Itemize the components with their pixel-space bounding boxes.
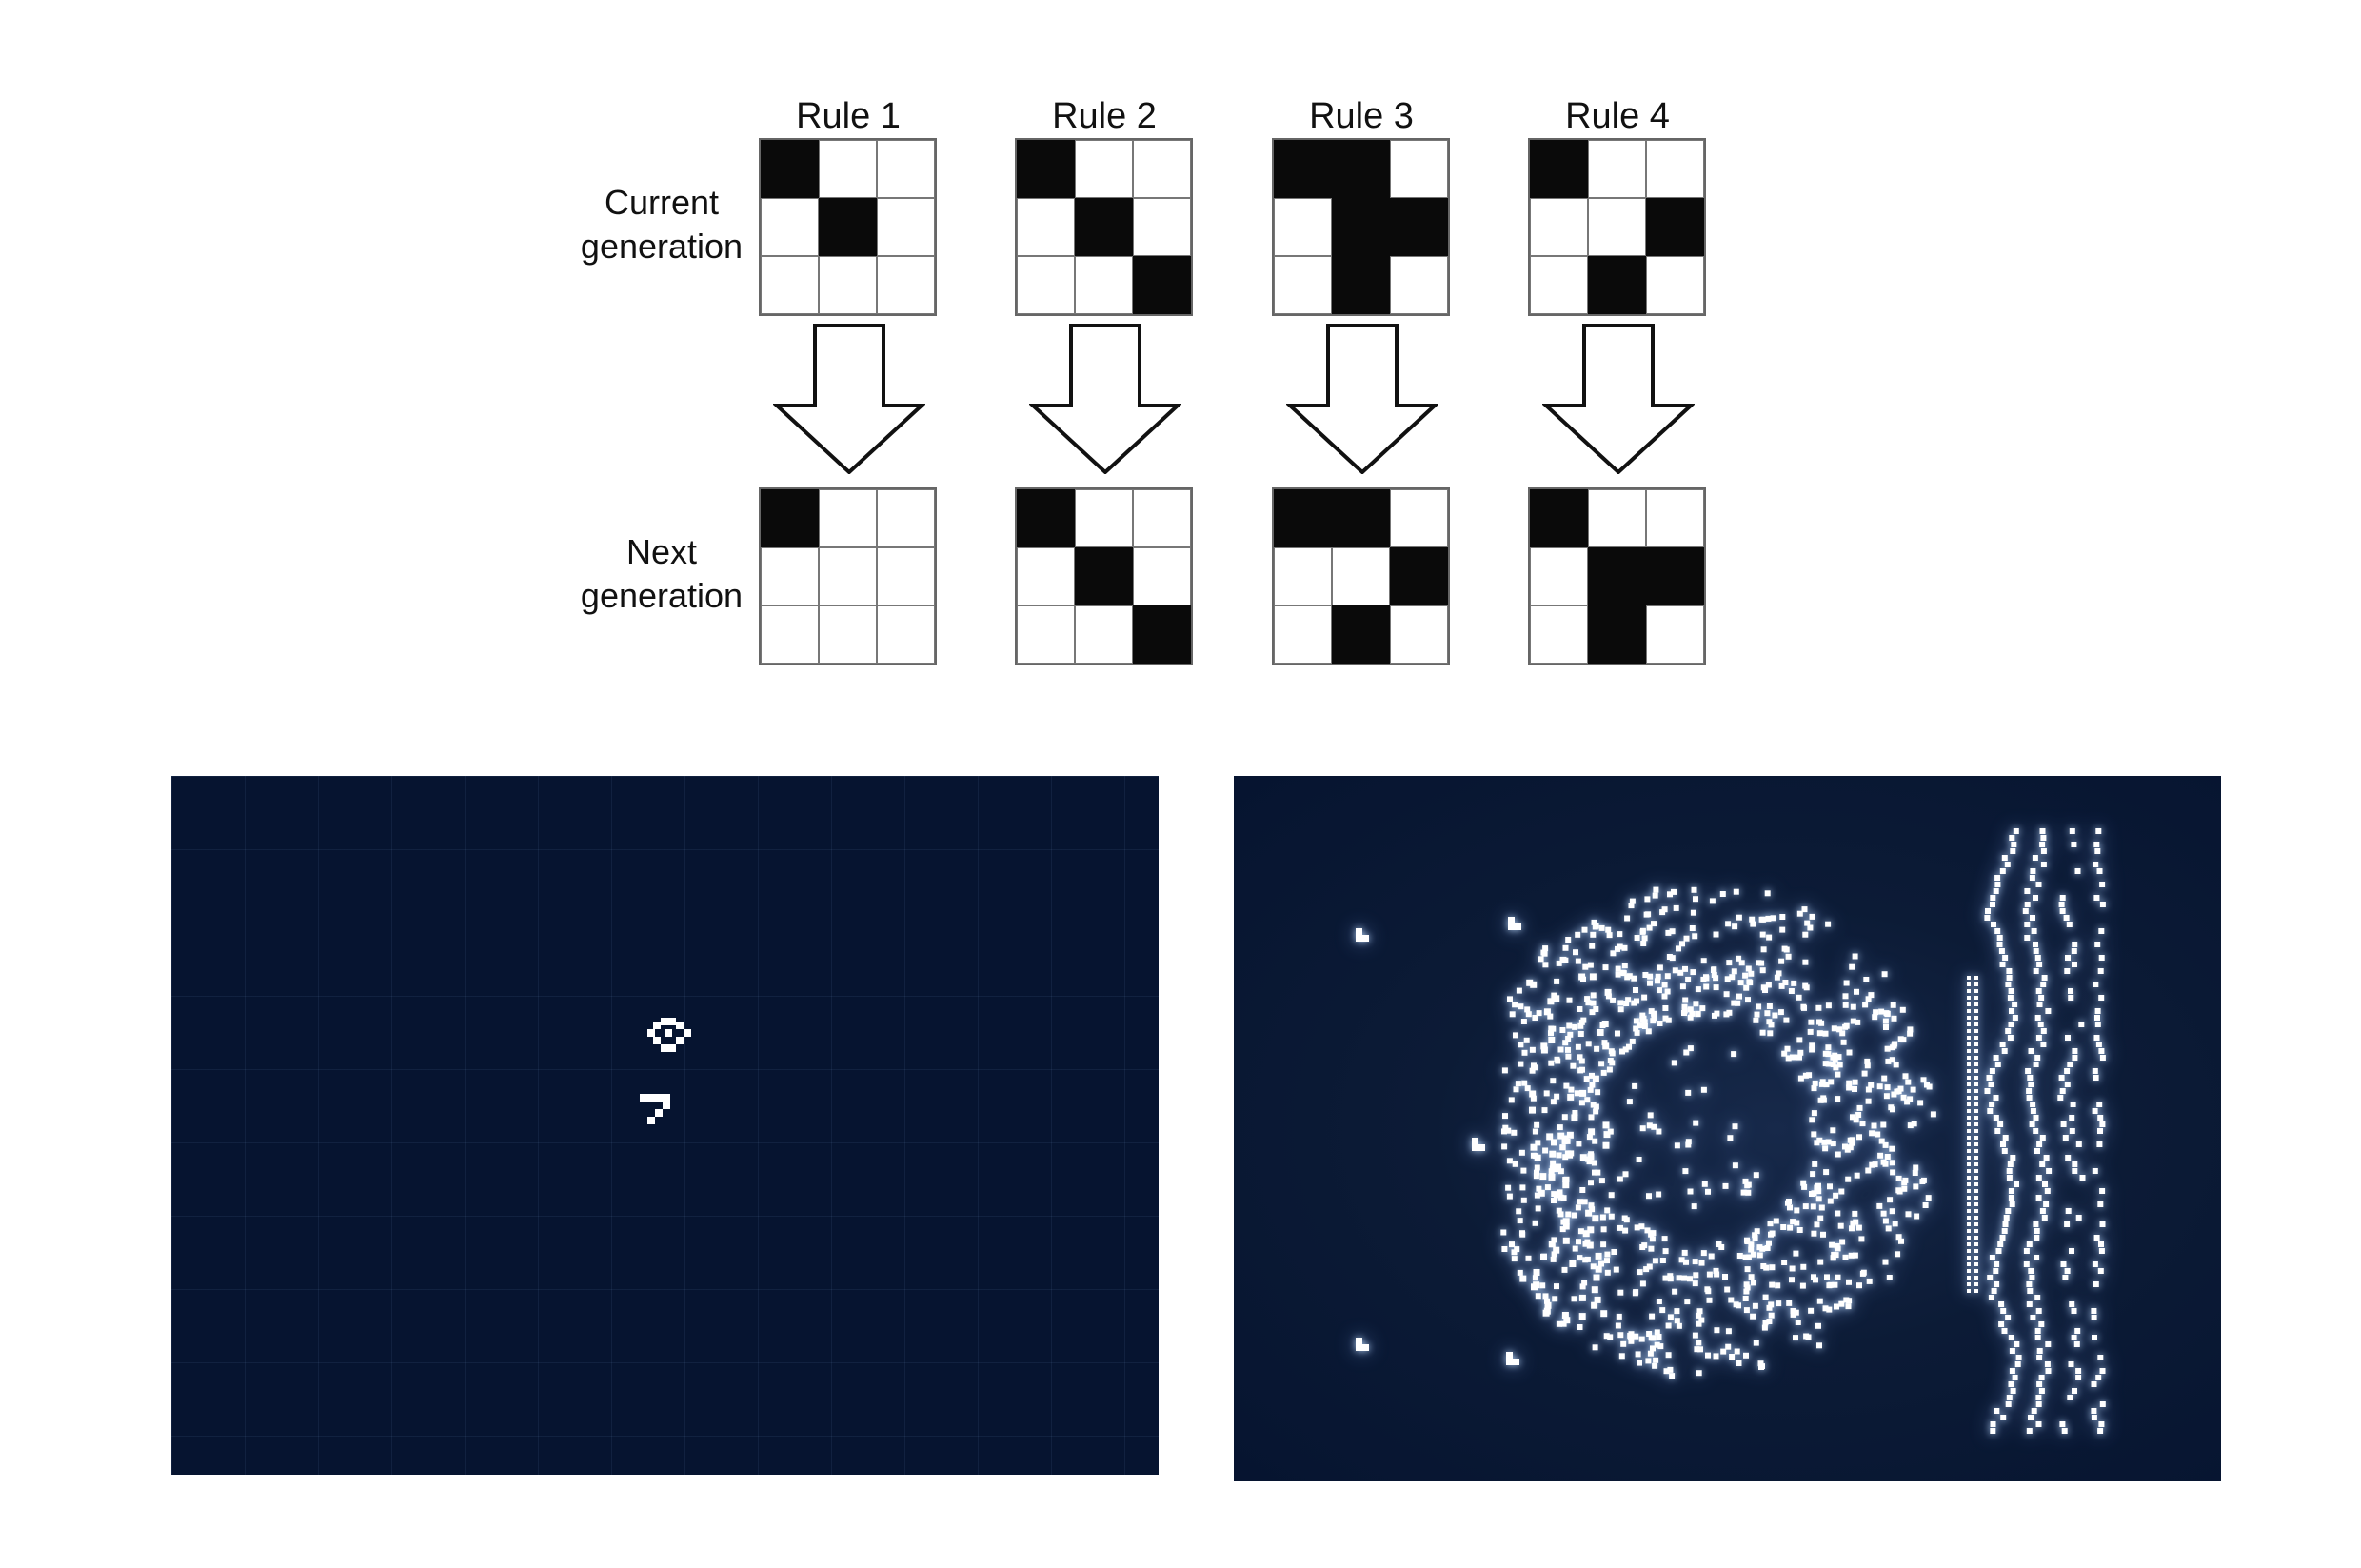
next-label-line-1: Next <box>625 532 698 571</box>
rule-4-next-grid <box>1528 487 1706 665</box>
grid-cell <box>1332 198 1390 256</box>
grid-cell <box>1332 256 1390 314</box>
next-generation-label: Next generation <box>571 530 752 618</box>
grid-cell <box>1133 547 1191 605</box>
grid-cell <box>761 256 819 314</box>
grid-cell <box>1017 256 1075 314</box>
grid-cell <box>1530 547 1588 605</box>
grid-cell <box>877 489 935 547</box>
rule-1-arrow-icon <box>773 324 925 474</box>
grid-cell <box>877 256 935 314</box>
grid-cell <box>1646 140 1704 198</box>
grid-cell <box>1133 198 1191 256</box>
grid-cell <box>761 140 819 198</box>
grid-cell <box>1390 140 1448 198</box>
simulation-panel-dense <box>1234 776 2221 1481</box>
grid-cell <box>1075 605 1133 664</box>
grid-cell <box>1390 547 1448 605</box>
current-label-line-1: Current <box>604 183 720 222</box>
grid-cell <box>1588 198 1646 256</box>
rule-1-next-grid <box>759 487 937 665</box>
grid-cell <box>819 547 877 605</box>
grid-cell <box>1017 489 1075 547</box>
rule-4-current-grid <box>1528 138 1706 316</box>
grid-cell <box>1588 140 1646 198</box>
grid-cell <box>1390 256 1448 314</box>
grid-cell <box>1588 256 1646 314</box>
grid-cell <box>1332 140 1390 198</box>
grid-cell <box>1075 489 1133 547</box>
grid-cell <box>1646 547 1704 605</box>
grid-cell <box>1017 198 1075 256</box>
grid-cell <box>1075 198 1133 256</box>
grid-cell <box>819 198 877 256</box>
next-label-line-2: generation <box>580 576 744 615</box>
rule-3-next-grid <box>1272 487 1450 665</box>
grid-cell <box>1274 605 1332 664</box>
current-generation-label: Current generation <box>571 181 752 268</box>
rule-4-title: Rule 4 <box>1565 96 1670 136</box>
rule-3-title: Rule 3 <box>1309 96 1414 136</box>
grid-cell <box>1530 605 1588 664</box>
grid-cell <box>1530 140 1588 198</box>
grid-cell <box>1075 140 1133 198</box>
rule-2-next-grid <box>1015 487 1193 665</box>
grid-cell <box>1588 547 1646 605</box>
grid-cell <box>1017 140 1075 198</box>
grid-cell <box>1530 198 1588 256</box>
rule-4-arrow-icon <box>1542 324 1695 474</box>
rule-3-arrow-icon <box>1286 324 1438 474</box>
grid-cell <box>1646 605 1704 664</box>
simulation-panel-sparse <box>171 776 1159 1475</box>
grid-cell <box>1274 489 1332 547</box>
grid-cell <box>1274 140 1332 198</box>
rule-2-title: Rule 2 <box>1052 96 1157 136</box>
rule-2-current-grid <box>1015 138 1193 316</box>
grid-cell <box>761 198 819 256</box>
grid-cell <box>1274 547 1332 605</box>
grid-cell <box>1133 140 1191 198</box>
grid-cell <box>1274 256 1332 314</box>
grid-cell <box>1530 489 1588 547</box>
grid-cell <box>1390 605 1448 664</box>
grid-cell <box>1274 198 1332 256</box>
grid-cell <box>877 140 935 198</box>
grid-cell <box>877 198 935 256</box>
grid-cell <box>761 605 819 664</box>
sparse-cells <box>640 1018 691 1124</box>
grid-cell <box>1133 605 1191 664</box>
rule-1-title: Rule 1 <box>796 96 901 136</box>
grid-cell <box>877 547 935 605</box>
grid-cell <box>1332 489 1390 547</box>
grid-cell <box>819 605 877 664</box>
grid-cell <box>1646 198 1704 256</box>
current-label-line-2: generation <box>580 227 744 266</box>
grid-cell <box>1390 198 1448 256</box>
grid-cell <box>819 140 877 198</box>
grid-cell <box>1390 489 1448 547</box>
grid-cell <box>1017 547 1075 605</box>
rule-3-current-grid <box>1272 138 1450 316</box>
grid-cell <box>1332 547 1390 605</box>
grid-cell <box>761 547 819 605</box>
grid-cell <box>1332 605 1390 664</box>
grid-cell <box>1646 489 1704 547</box>
rule-2-arrow-icon <box>1029 324 1181 474</box>
grid-cell <box>819 256 877 314</box>
grid-cell <box>1075 547 1133 605</box>
grid-cell <box>1646 256 1704 314</box>
grid-cell <box>1588 489 1646 547</box>
grid-cell <box>1133 489 1191 547</box>
grid-cell <box>1017 605 1075 664</box>
grid-cell <box>1075 256 1133 314</box>
grid-cell <box>1133 256 1191 314</box>
rule-1-current-grid <box>759 138 937 316</box>
grid-cell <box>877 605 935 664</box>
grid-cell <box>1530 256 1588 314</box>
grid-cell <box>819 489 877 547</box>
grid-cell <box>761 489 819 547</box>
grid-cell <box>1588 605 1646 664</box>
dense-cells <box>1356 828 2106 1434</box>
